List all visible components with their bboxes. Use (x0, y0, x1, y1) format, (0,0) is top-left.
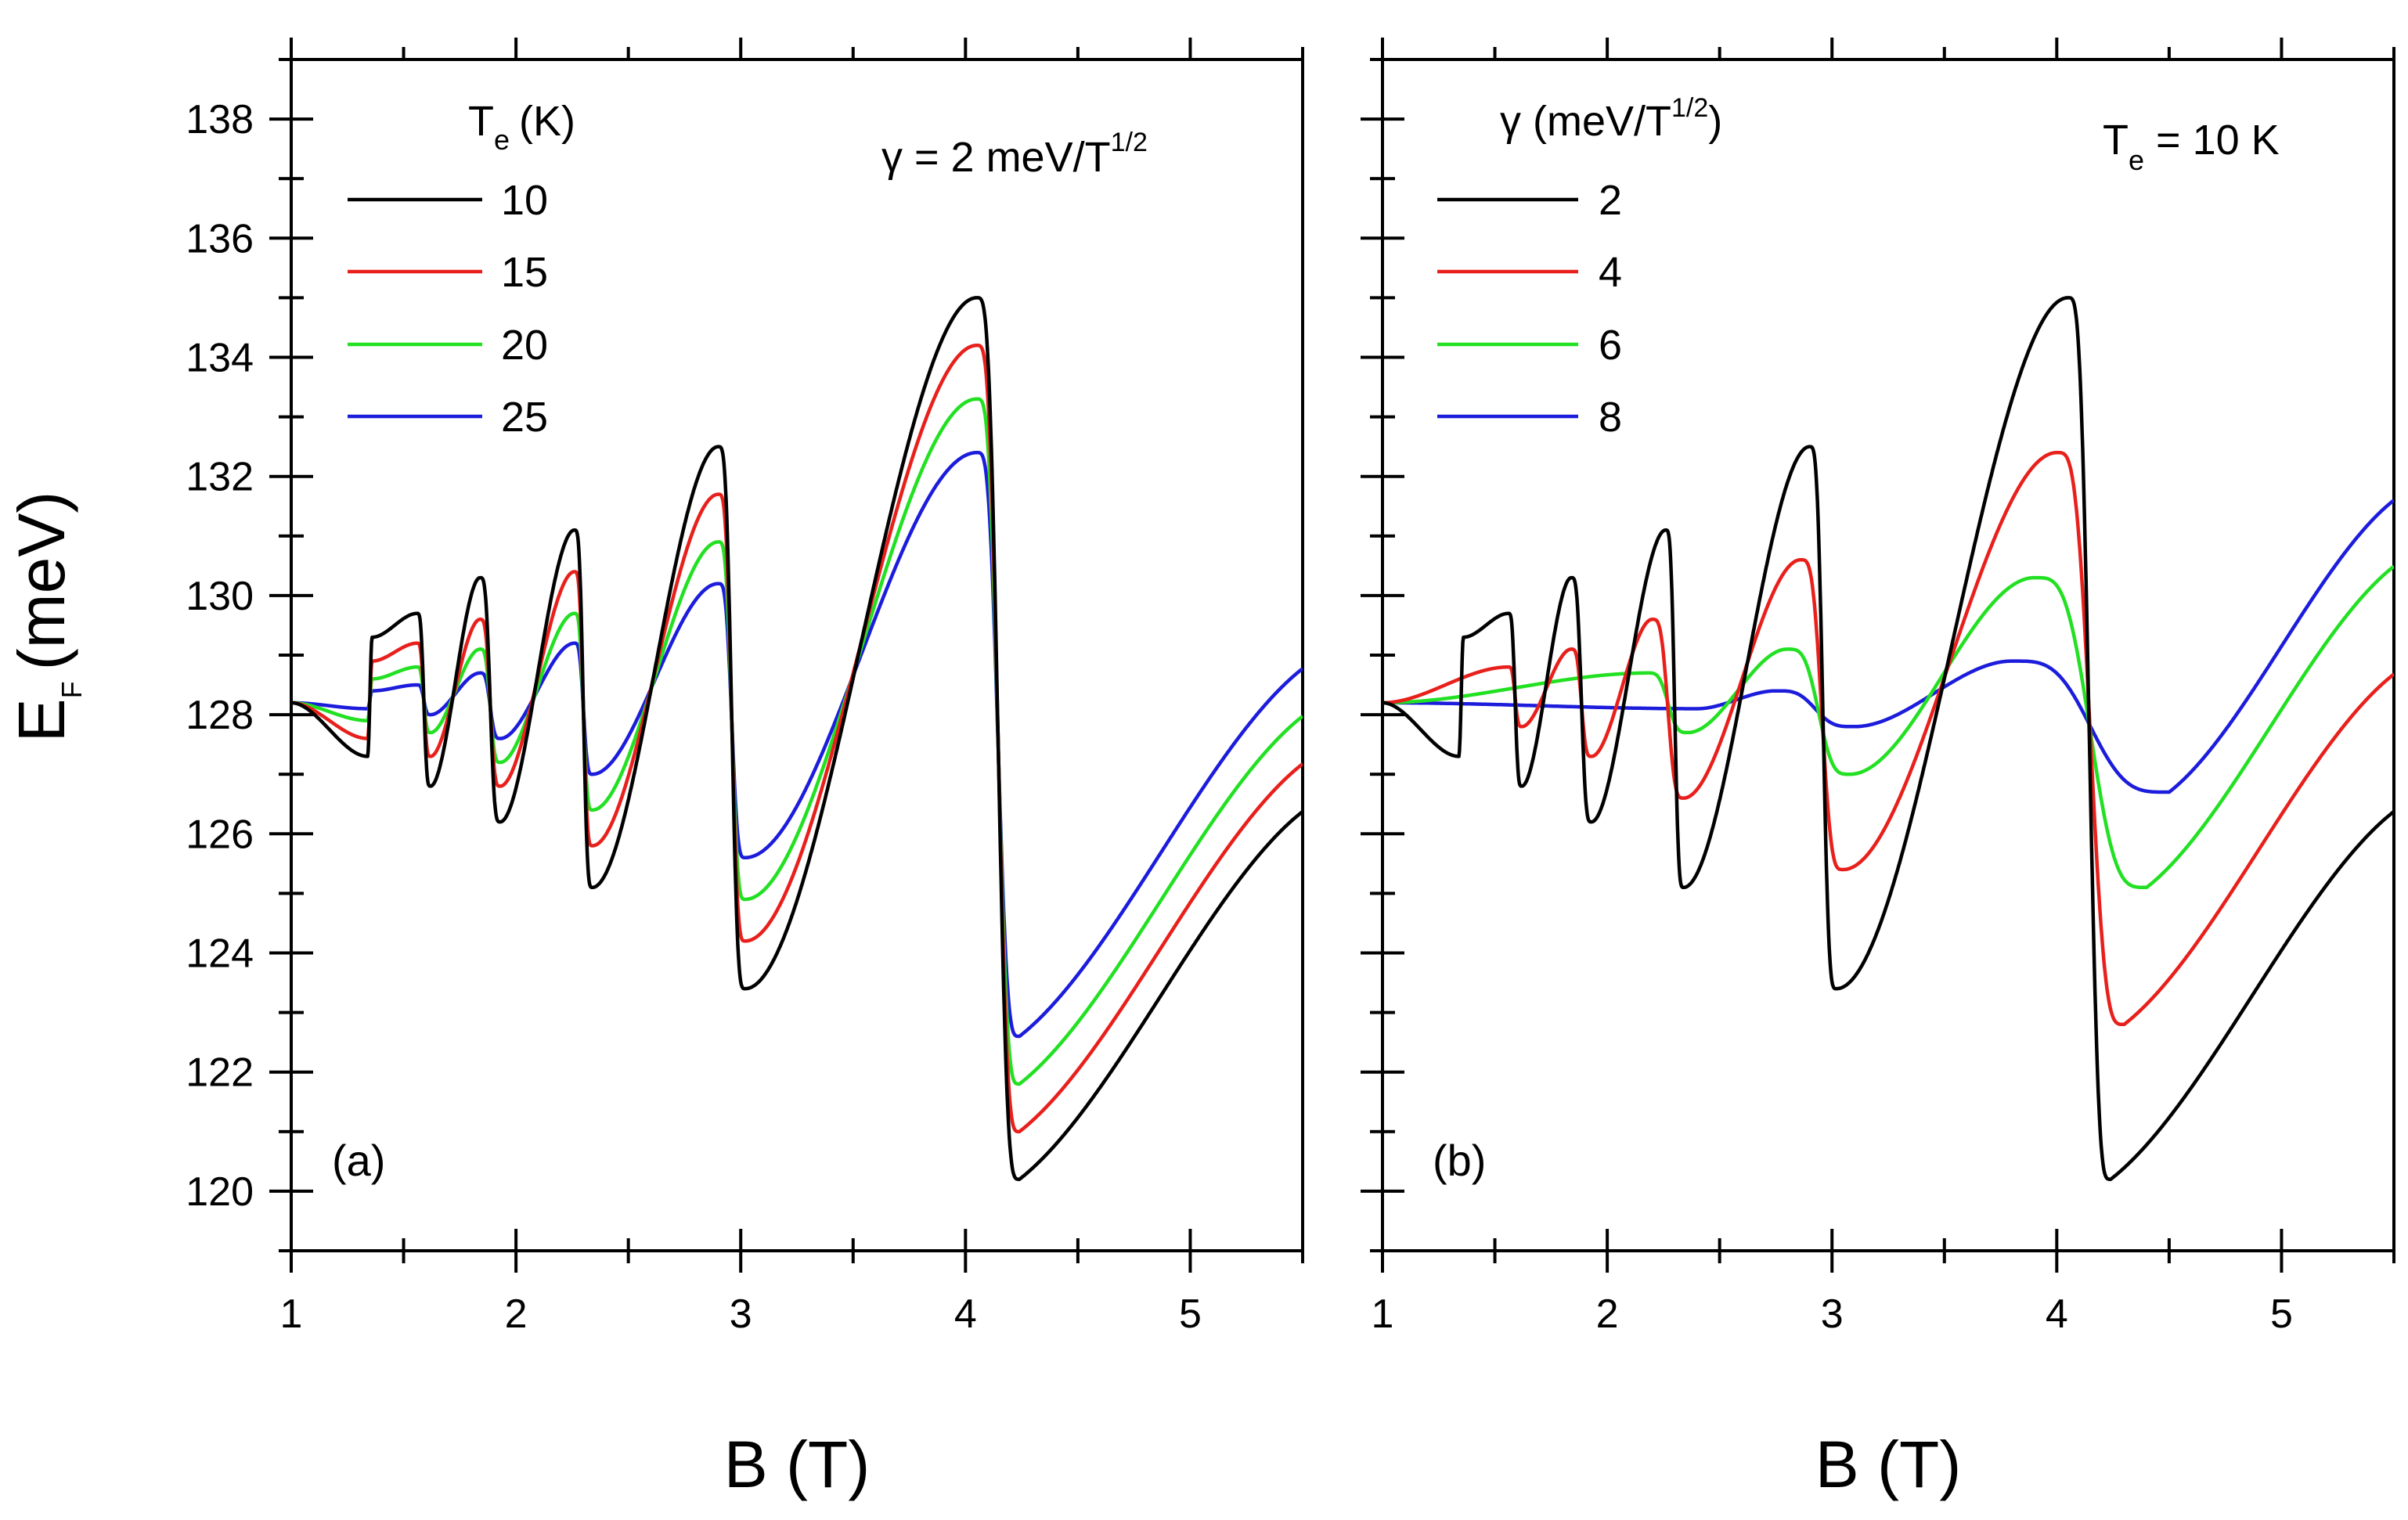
panel-b-x-tick-label: 5 (2270, 1291, 2293, 1337)
panel-a-legend-title: Te (K) (468, 98, 575, 156)
panel-b-label: (b) (1433, 1136, 1486, 1185)
panel-a-series-10-line (291, 296, 1303, 1181)
panel-b-series-4-line (1382, 451, 2394, 1027)
panel-b-legend-label-6: 6 (1599, 322, 1622, 369)
panel-a-ticks (269, 38, 1304, 1273)
panel-a-y-tick-label: 138 (186, 97, 254, 142)
panel-a-label: (a) (332, 1136, 385, 1185)
panel-b-x-tick-label: 2 (1596, 1291, 1619, 1337)
panel-a-curves (291, 296, 1303, 1181)
panel-b-legend: γ (meV/T1/2) 2 4 6 8 (1437, 93, 1722, 441)
panel-a-annotation: γ = 2 meV/T1/2 (881, 128, 1148, 181)
panel-b-series-8-line (1382, 499, 2394, 794)
panel-b-legend-label-8: 8 (1599, 394, 1622, 441)
y-axis-title-sub: F (56, 681, 88, 698)
panel-b-x-tick-label: 4 (2046, 1291, 2068, 1337)
panel-b-curves (1382, 296, 2394, 1181)
panel-a: 120 122 124 126 128 130 132 134 136 138 1 2 3 4 5 Te(… (186, 38, 1304, 1501)
panel-a-x-tick-label: 2 (505, 1291, 528, 1337)
panel-b-annotation: Te = 10 K (2103, 117, 2280, 176)
panel-b-legend-label-2: 2 (1599, 177, 1622, 224)
panel-b-ticks (1361, 38, 2395, 1273)
panel-b: 1 2 3 4 5 γ (meV/T1/2) 2 4 6 8 Te = 10 K (b) B … (1361, 38, 2395, 1501)
panel-b-x-tick-labels: 1 2 3 4 5 (1372, 1291, 2293, 1337)
panel-a-y-tick-label: 134 (186, 336, 254, 381)
panel-a-x-tick-labels: 1 2 3 4 5 (280, 1291, 1202, 1337)
panel-a-legend-label-20: 20 (501, 322, 548, 369)
panel-a-legend-label-25: 25 (501, 394, 548, 441)
panel-a-x-axis-title: B (T) (724, 1428, 871, 1501)
panel-a-y-tick-label: 136 (186, 216, 254, 261)
panel-a-series-25-line (291, 451, 1303, 1039)
panel-a-x-tick-label: 1 (280, 1291, 303, 1337)
panel-a-frame (290, 58, 1304, 1252)
y-axis-title-unit: (meV) (5, 492, 78, 671)
panel-a-legend-items: 10 15 20 25 (348, 177, 548, 441)
panel-b-legend-title: γ (meV/T1/2) (1500, 93, 1722, 145)
panel-b-x-tick-label: 3 (1821, 1291, 1844, 1337)
panel-a-x-tick-label: 4 (954, 1291, 977, 1337)
panel-a-y-tick-label: 120 (186, 1169, 254, 1215)
panel-a-y-tick-label: 124 (186, 931, 254, 977)
panel-a-y-tick-label: 126 (186, 812, 254, 857)
panel-a-series-15-line (291, 344, 1303, 1134)
panel-a-legend: Te (K) 10 15 20 25 (348, 98, 575, 441)
panel-a-series-20-line (291, 397, 1303, 1086)
panel-a-y-tick-label: 128 (186, 693, 254, 738)
panel-b-x-tick-label: 1 (1372, 1291, 1394, 1337)
y-axis-title: EF (meV) (5, 492, 88, 743)
panel-a-y-tick-label: 122 (186, 1050, 254, 1096)
panel-a-x-tick-label: 5 (1179, 1291, 1202, 1337)
panel-a-y-tick-label: 132 (186, 455, 254, 500)
panel-a-legend-label-10: 10 (501, 177, 548, 224)
panel-b-legend-label-4: 4 (1599, 249, 1622, 296)
panel-b-x-axis-title: B (T) (1815, 1428, 1962, 1501)
y-axis-title-symbol: E (5, 698, 78, 742)
panel-a-legend-label-15: 15 (501, 249, 548, 296)
panel-a-x-tick-label: 3 (730, 1291, 752, 1337)
panel-b-series-2-line (1382, 296, 2394, 1181)
panel-a-y-tick-labels: 120 122 124 126 128 130 132 134 136 138 (186, 97, 254, 1215)
panel-b-legend-items: 2 4 6 8 (1437, 177, 1622, 441)
panel-a-y-tick-label: 130 (186, 574, 254, 619)
panel-b-frame (1381, 58, 2395, 1252)
